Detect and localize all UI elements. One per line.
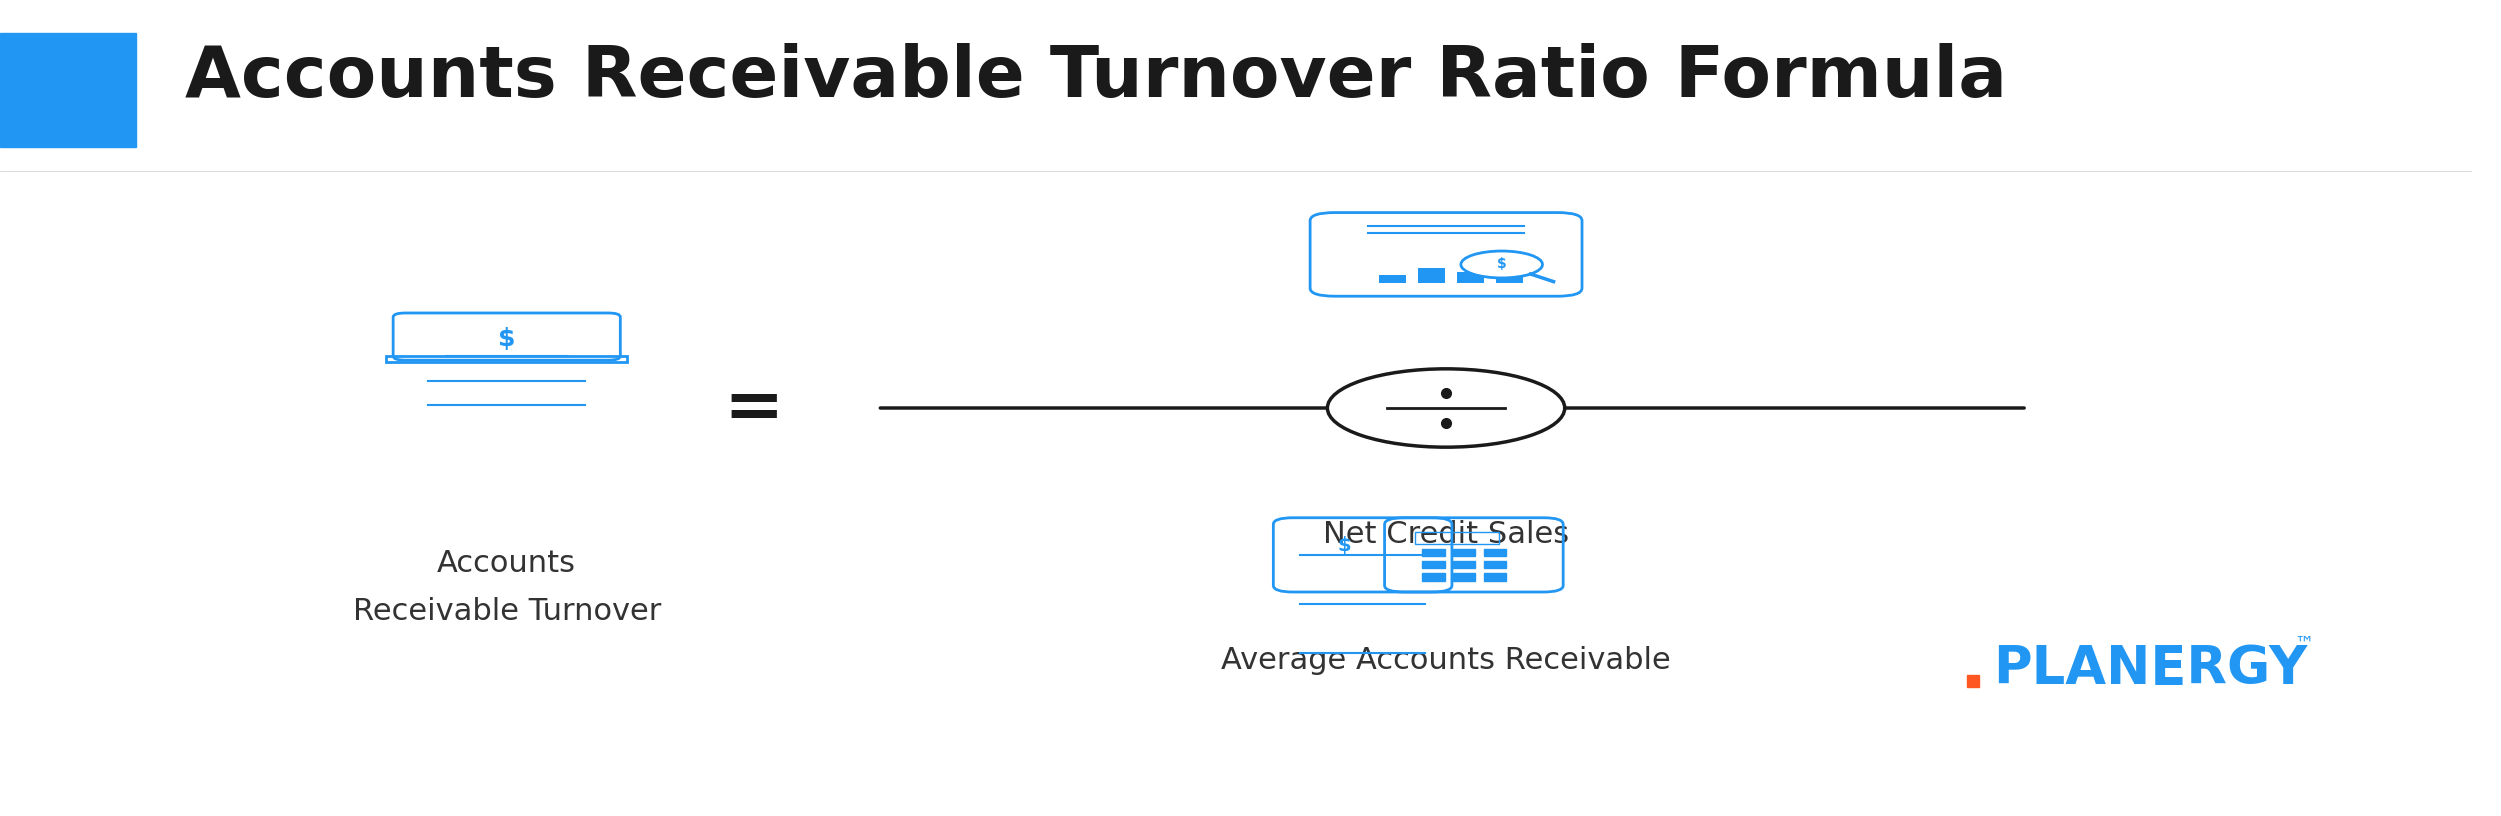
Bar xyxy=(1423,573,1446,581)
Text: Receivable Turnover: Receivable Turnover xyxy=(353,597,660,627)
Bar xyxy=(1453,573,1476,581)
Bar xyxy=(1416,532,1498,543)
Bar xyxy=(1483,561,1506,568)
Text: $: $ xyxy=(1338,536,1351,555)
Bar xyxy=(1418,268,1446,282)
Bar xyxy=(1423,561,1446,568)
Bar xyxy=(0,33,135,147)
Text: $: $ xyxy=(1496,258,1506,272)
Bar xyxy=(1453,561,1476,568)
Text: =: = xyxy=(723,374,785,442)
Bar xyxy=(1483,548,1506,557)
Bar xyxy=(1496,264,1523,282)
Bar xyxy=(1381,274,1406,282)
Text: PLANERGY: PLANERGY xyxy=(1993,643,2308,695)
Circle shape xyxy=(1461,251,1543,278)
Text: Accounts Receivable Turnover Ratio Formula: Accounts Receivable Turnover Ratio Formu… xyxy=(185,43,2008,112)
Circle shape xyxy=(1328,369,1566,447)
Text: ™: ™ xyxy=(2293,635,2313,654)
Text: Accounts: Accounts xyxy=(438,548,575,578)
Bar xyxy=(385,356,628,362)
Bar xyxy=(1423,548,1446,557)
Bar xyxy=(1483,573,1506,581)
Bar xyxy=(1453,548,1476,557)
Bar xyxy=(1458,272,1483,282)
Text: $: $ xyxy=(498,327,515,352)
Text: Net Credit Sales: Net Credit Sales xyxy=(1323,520,1568,549)
Text: Average Accounts Receivable: Average Accounts Receivable xyxy=(1220,646,1671,676)
